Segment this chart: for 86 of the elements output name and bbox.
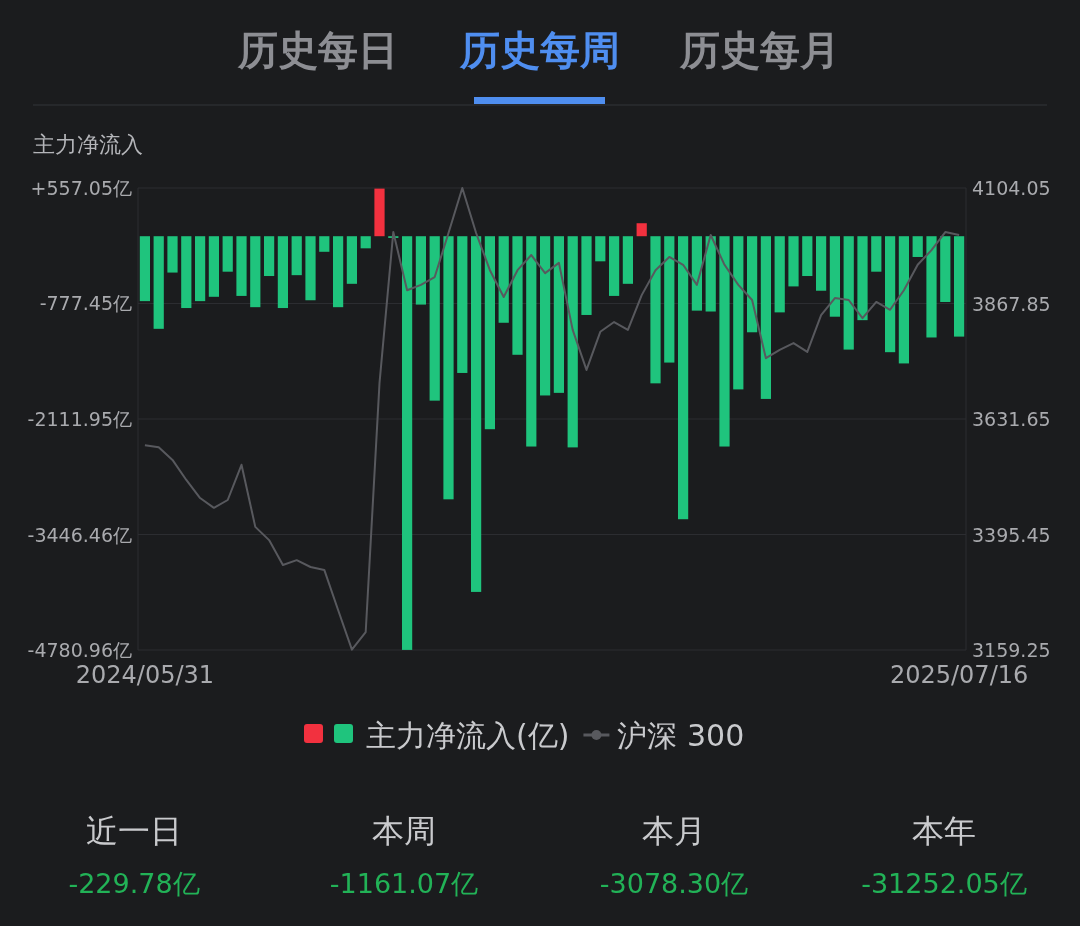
y-tick-label: -777.45亿 — [39, 292, 132, 315]
bar — [539, 236, 551, 396]
bar — [277, 236, 289, 309]
bar — [857, 236, 868, 321]
bar — [567, 236, 578, 448]
bar — [470, 236, 482, 592]
bar — [705, 236, 716, 312]
bar — [443, 236, 454, 500]
legend-label: 沪深 300 — [617, 718, 745, 753]
y-axis-title: 主力净流入 — [33, 132, 143, 157]
bar — [926, 236, 937, 338]
y-tick-label: +557.05亿 — [30, 177, 132, 199]
bar — [360, 236, 371, 249]
bar — [415, 236, 427, 305]
text: 本年 — [912, 812, 976, 850]
bar — [884, 236, 896, 353]
bar — [636, 223, 647, 237]
bar — [319, 236, 330, 252]
bar — [581, 236, 592, 315]
bar — [401, 236, 413, 650]
bar — [167, 236, 178, 273]
bar — [691, 236, 703, 311]
text: 历史每日 — [237, 27, 398, 73]
bar — [664, 236, 675, 363]
bar — [236, 236, 247, 296]
bar — [940, 236, 951, 302]
x-tick-label: 2025/07/16 — [889, 661, 1029, 689]
text: 历史每周 — [459, 27, 620, 73]
line-series — [143, 187, 961, 651]
text: 近一日 — [86, 812, 182, 850]
bar — [346, 236, 358, 284]
bar — [222, 236, 233, 272]
bar — [733, 236, 744, 390]
y2-tick-label: 3395.45 — [972, 523, 1051, 546]
text: -1161.07亿 — [329, 868, 479, 899]
y2-tick-label: 3159.25 — [972, 639, 1051, 661]
y-tick-label: -4780.96亿 — [27, 639, 132, 661]
bar — [332, 236, 344, 308]
bar — [153, 236, 164, 329]
text: -3078.30亿 — [599, 868, 749, 899]
bar — [498, 236, 509, 323]
text: -229.78亿 — [68, 868, 200, 899]
text: 本周 — [372, 812, 436, 850]
bar — [622, 236, 634, 284]
bar — [815, 236, 827, 291]
bar — [760, 236, 772, 399]
bar — [774, 236, 785, 313]
bar — [898, 236, 910, 364]
bar — [484, 236, 496, 430]
bar — [595, 236, 606, 262]
bar — [512, 236, 523, 355]
bar — [553, 236, 565, 393]
y-tick-label: -3446.46亿 — [27, 523, 132, 546]
bar — [650, 236, 661, 384]
bar — [181, 236, 192, 309]
bar — [374, 188, 385, 237]
bar — [457, 236, 468, 373]
bar — [526, 236, 537, 447]
bar — [194, 236, 206, 302]
bar — [608, 236, 620, 296]
text: 本月 — [642, 812, 706, 850]
text: 历史每月 — [679, 27, 840, 73]
bar — [788, 236, 799, 287]
bar — [208, 236, 220, 297]
y2-tick-label: 3867.85 — [972, 292, 1051, 315]
bar — [429, 236, 440, 401]
bar — [953, 236, 965, 337]
bar — [802, 236, 813, 277]
bar — [291, 236, 302, 276]
y2-tick-label: 3631.65 — [972, 408, 1051, 430]
bar — [305, 236, 316, 301]
bar — [250, 236, 261, 308]
bar — [843, 236, 854, 350]
bar — [677, 236, 689, 520]
y-tick-label: -2111.95亿 — [27, 408, 132, 430]
legend-label: 主力净流入(亿) — [366, 718, 570, 753]
bar — [871, 236, 882, 272]
bar — [912, 236, 923, 257]
bar — [719, 236, 730, 447]
text: -31252.05亿 — [861, 868, 1027, 899]
bar — [829, 236, 841, 317]
bar — [263, 236, 275, 277]
y2-tick-label: 4104.05 — [972, 177, 1051, 199]
bar — [139, 236, 151, 302]
x-tick-label: 2024/05/31 — [75, 661, 215, 689]
bar — [746, 236, 758, 333]
